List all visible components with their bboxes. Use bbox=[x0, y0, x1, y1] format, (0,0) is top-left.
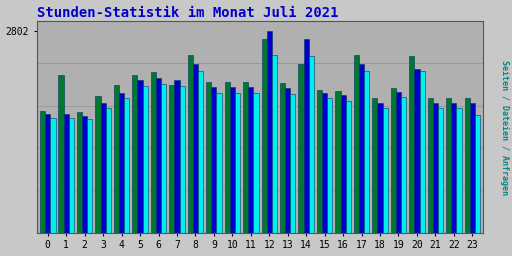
Bar bbox=[156, 78, 161, 233]
Bar bbox=[206, 82, 211, 233]
Bar bbox=[372, 98, 377, 233]
Bar bbox=[451, 103, 457, 233]
Bar bbox=[161, 84, 166, 233]
Bar bbox=[298, 64, 304, 233]
Bar bbox=[414, 69, 419, 233]
Bar bbox=[217, 93, 222, 233]
Bar bbox=[377, 103, 382, 233]
Bar bbox=[169, 86, 175, 233]
Bar bbox=[401, 97, 406, 233]
Bar bbox=[428, 98, 433, 233]
Bar bbox=[475, 115, 480, 233]
Bar bbox=[309, 56, 314, 233]
Bar bbox=[464, 98, 470, 233]
Bar bbox=[470, 103, 475, 233]
Bar bbox=[100, 103, 106, 233]
Bar bbox=[359, 64, 364, 233]
Bar bbox=[50, 118, 55, 233]
Bar bbox=[69, 118, 74, 233]
Bar bbox=[285, 88, 290, 233]
Bar bbox=[354, 55, 359, 233]
Bar bbox=[248, 87, 253, 233]
Bar bbox=[143, 86, 148, 233]
Bar bbox=[262, 39, 267, 233]
Bar bbox=[225, 82, 230, 233]
Bar bbox=[87, 119, 93, 233]
Bar bbox=[138, 80, 143, 233]
Bar bbox=[335, 91, 340, 233]
Bar bbox=[290, 94, 295, 233]
Bar bbox=[211, 87, 217, 233]
Bar bbox=[188, 55, 193, 233]
Bar bbox=[243, 82, 248, 233]
Bar bbox=[457, 108, 462, 233]
Bar bbox=[63, 114, 69, 233]
Bar bbox=[40, 111, 45, 233]
Bar bbox=[95, 96, 100, 233]
Text: Seiten / Dateien / Anfragen: Seiten / Dateien / Anfragen bbox=[500, 60, 509, 196]
Bar bbox=[151, 72, 156, 233]
Bar bbox=[230, 87, 235, 233]
Bar bbox=[446, 98, 451, 233]
Bar bbox=[438, 108, 443, 233]
Bar bbox=[253, 93, 259, 233]
Bar bbox=[119, 93, 124, 233]
Bar bbox=[346, 101, 351, 233]
Bar bbox=[382, 108, 388, 233]
Bar bbox=[198, 71, 203, 233]
Bar bbox=[340, 95, 346, 233]
Bar bbox=[45, 114, 50, 233]
Bar bbox=[409, 56, 414, 233]
Bar bbox=[280, 83, 285, 233]
Bar bbox=[77, 112, 82, 233]
Bar bbox=[114, 86, 119, 233]
Text: Stunden-Statistik im Monat Juli 2021: Stunden-Statistik im Monat Juli 2021 bbox=[37, 6, 338, 19]
Bar bbox=[175, 80, 180, 233]
Bar bbox=[132, 75, 138, 233]
Bar bbox=[180, 86, 185, 233]
Bar bbox=[322, 93, 327, 233]
Bar bbox=[272, 55, 277, 233]
Bar bbox=[396, 92, 401, 233]
Bar bbox=[364, 71, 369, 233]
Bar bbox=[193, 64, 198, 233]
Bar bbox=[58, 75, 63, 233]
Bar bbox=[235, 93, 240, 233]
Bar bbox=[106, 108, 111, 233]
Bar bbox=[304, 39, 309, 233]
Bar bbox=[327, 98, 332, 233]
Bar bbox=[82, 116, 87, 233]
Bar bbox=[433, 103, 438, 233]
Bar bbox=[391, 88, 396, 233]
Bar bbox=[267, 31, 272, 233]
Bar bbox=[317, 90, 322, 233]
Bar bbox=[124, 98, 130, 233]
Bar bbox=[419, 71, 425, 233]
